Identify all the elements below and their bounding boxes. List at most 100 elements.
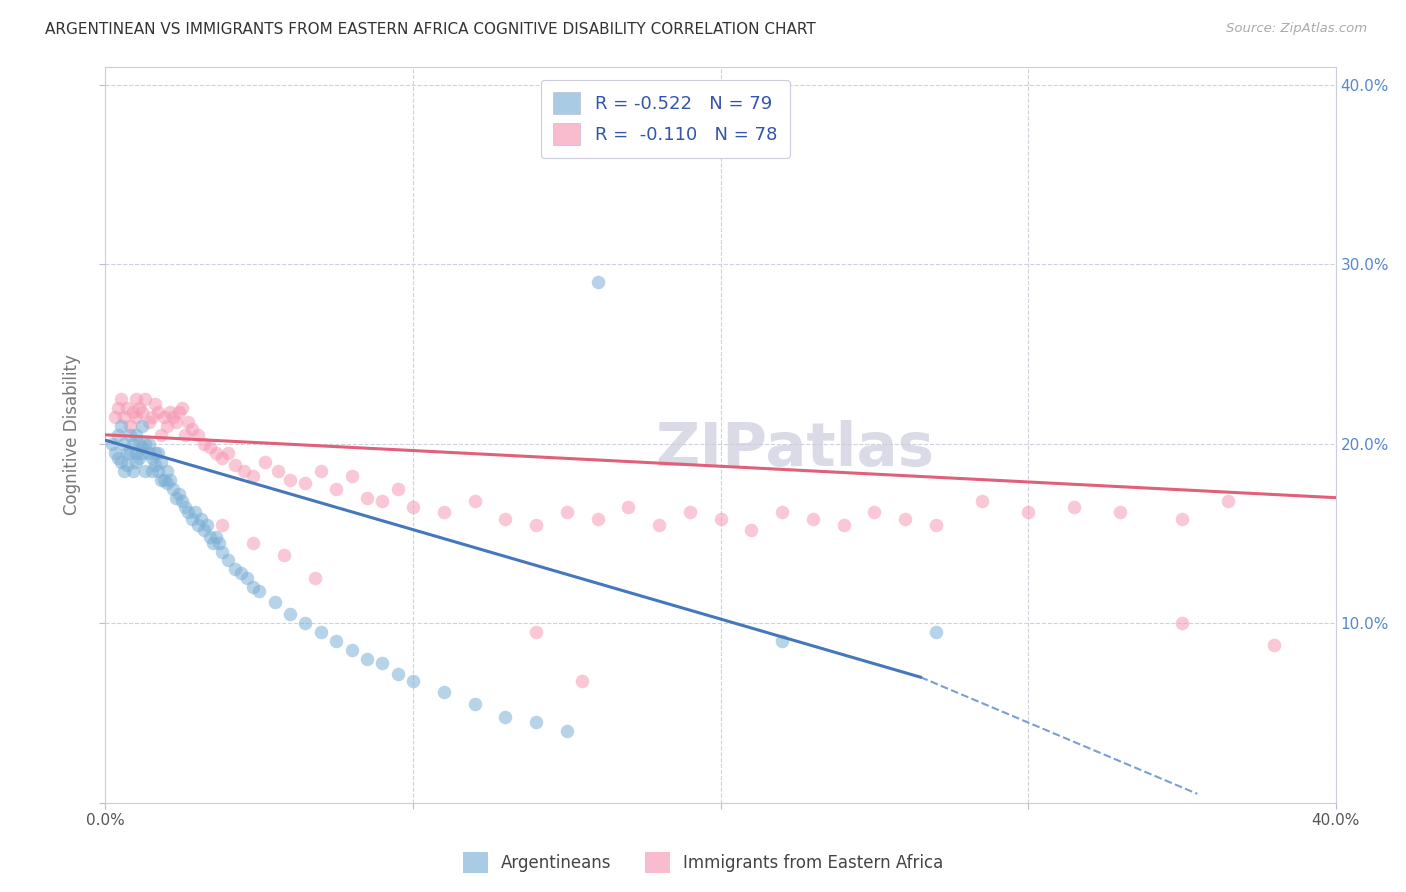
- Point: [159, 473, 181, 487]
- Point: [325, 634, 347, 648]
- Point: [242, 581, 264, 595]
- Point: [970, 494, 993, 508]
- Point: [205, 530, 228, 544]
- Point: [648, 517, 671, 532]
- Point: [183, 505, 205, 519]
- Point: [122, 404, 145, 418]
- Point: [464, 697, 486, 711]
- Point: [304, 571, 326, 585]
- Point: [107, 451, 129, 466]
- Point: [863, 505, 886, 519]
- Point: [278, 607, 301, 622]
- Point: [464, 494, 486, 508]
- Point: [149, 455, 172, 469]
- Point: [356, 491, 378, 505]
- Point: [433, 684, 456, 698]
- Point: [177, 415, 200, 429]
- Point: [229, 566, 252, 580]
- Point: [143, 397, 166, 411]
- Point: [402, 673, 425, 688]
- Point: [586, 512, 609, 526]
- Point: [770, 505, 793, 519]
- Point: [128, 401, 150, 415]
- Point: [190, 512, 212, 526]
- Point: [112, 464, 135, 478]
- Point: [211, 544, 233, 558]
- Point: [146, 404, 169, 418]
- Point: [134, 464, 156, 478]
- Point: [115, 401, 138, 415]
- Text: Source: ZipAtlas.com: Source: ZipAtlas.com: [1226, 22, 1367, 36]
- Point: [247, 584, 270, 599]
- Point: [387, 482, 409, 496]
- Point: [169, 487, 191, 501]
- Point: [371, 494, 394, 508]
- Point: [263, 595, 285, 609]
- Point: [925, 517, 948, 532]
- Point: [146, 464, 169, 478]
- Point: [340, 643, 363, 657]
- Point: [104, 409, 127, 424]
- Point: [131, 441, 153, 455]
- Point: [107, 428, 129, 442]
- Point: [125, 446, 148, 460]
- Point: [1063, 500, 1085, 514]
- Point: [294, 476, 316, 491]
- Point: [141, 464, 163, 478]
- Point: [242, 535, 264, 549]
- Point: [198, 530, 221, 544]
- Point: [524, 714, 547, 729]
- Point: [193, 523, 215, 537]
- Point: [208, 535, 231, 549]
- Point: [524, 517, 547, 532]
- Point: [294, 616, 316, 631]
- Point: [128, 451, 150, 466]
- Point: [115, 458, 138, 473]
- Point: [122, 437, 145, 451]
- Point: [617, 500, 640, 514]
- Point: [524, 625, 547, 640]
- Point: [134, 437, 156, 451]
- Text: ARGENTINEAN VS IMMIGRANTS FROM EASTERN AFRICA COGNITIVE DISABILITY CORRELATION C: ARGENTINEAN VS IMMIGRANTS FROM EASTERN A…: [45, 22, 815, 37]
- Point: [156, 476, 179, 491]
- Point: [122, 464, 145, 478]
- Point: [801, 512, 824, 526]
- Point: [571, 673, 593, 688]
- Point: [267, 464, 290, 478]
- Point: [236, 571, 259, 585]
- Point: [273, 548, 295, 562]
- Point: [125, 409, 148, 424]
- Point: [125, 392, 148, 406]
- Point: [177, 505, 200, 519]
- Point: [131, 446, 153, 460]
- Point: [128, 437, 150, 451]
- Point: [162, 482, 184, 496]
- Point: [156, 418, 179, 433]
- Point: [218, 553, 240, 567]
- Point: [141, 409, 163, 424]
- Point: [131, 404, 153, 418]
- Point: [165, 415, 187, 429]
- Point: [740, 523, 762, 537]
- Y-axis label: Cognitive Disability: Cognitive Disability: [63, 354, 82, 516]
- Point: [149, 428, 172, 442]
- Point: [120, 418, 141, 433]
- Point: [586, 275, 609, 289]
- Point: [149, 473, 172, 487]
- Point: [894, 512, 917, 526]
- Point: [494, 512, 516, 526]
- Point: [143, 458, 166, 473]
- Point: [138, 437, 160, 451]
- Point: [205, 446, 228, 460]
- Point: [387, 666, 409, 681]
- Point: [224, 458, 246, 473]
- Point: [254, 455, 277, 469]
- Legend: R = -0.522   N = 79, R =  -0.110   N = 78: R = -0.522 N = 79, R = -0.110 N = 78: [541, 79, 790, 158]
- Point: [198, 441, 221, 455]
- Point: [679, 505, 702, 519]
- Point: [925, 625, 948, 640]
- Point: [100, 437, 122, 451]
- Point: [146, 446, 169, 460]
- Point: [120, 446, 141, 460]
- Point: [138, 415, 160, 429]
